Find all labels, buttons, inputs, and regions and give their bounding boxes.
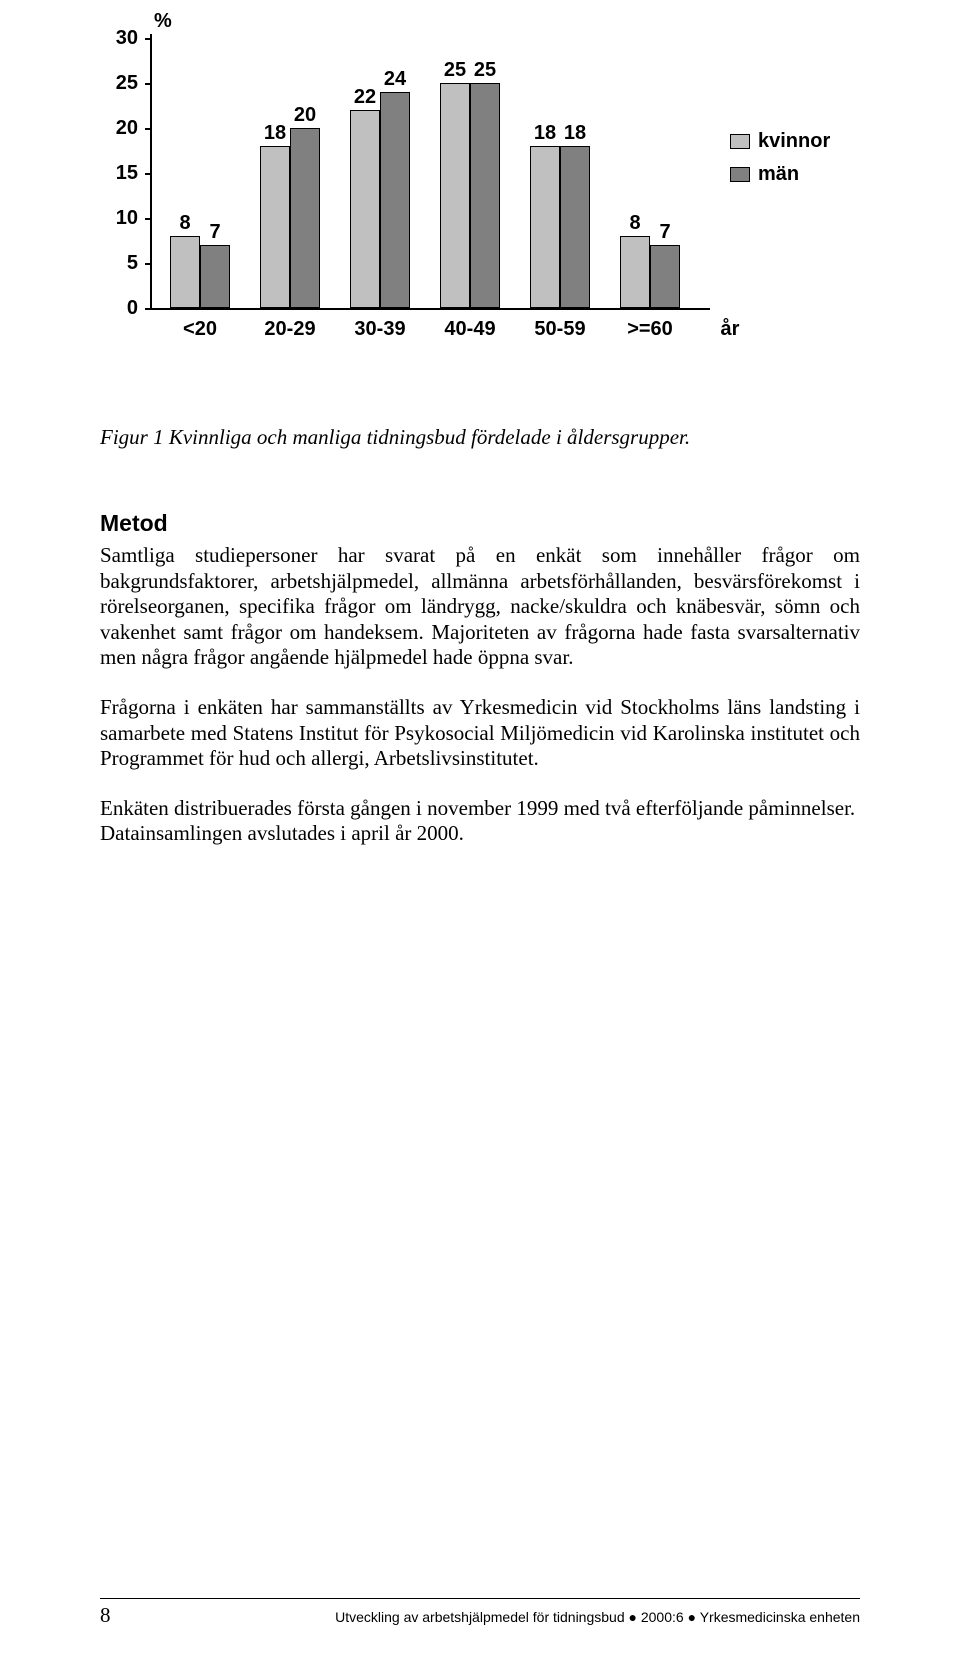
paragraph-1: Samtliga studiepersoner har svarat på en… [100, 543, 860, 671]
y-tick-mark [145, 308, 152, 310]
y-tick-mark [145, 83, 152, 85]
bar-value-label: 7 [648, 221, 682, 244]
bar-value-label: 20 [288, 104, 322, 127]
x-tick-label: 50-59 [520, 318, 600, 341]
bar-chart: % 051015202530 87182022242525181887 <202… [100, 10, 860, 370]
y-tick-label: 10 [108, 207, 138, 230]
paragraph-2: Frågorna i enkäten har sammanställts av … [100, 695, 860, 772]
bar-value-label: 7 [198, 221, 232, 244]
bar-value-label: 18 [258, 122, 292, 145]
page-footer: 8 Utveckling av arbetshjälpmedel för tid… [100, 1598, 860, 1628]
x-tick-label: 30-39 [340, 318, 420, 341]
bar [290, 128, 320, 308]
chart-legend: kvinnor män [730, 130, 830, 196]
bar [440, 83, 470, 308]
legend-swatch-man [730, 167, 750, 182]
bar-value-label: 24 [378, 68, 412, 91]
bar [650, 245, 680, 308]
bar-value-label: 22 [348, 86, 382, 109]
bar [530, 146, 560, 308]
y-axis-unit: % [154, 10, 172, 33]
bar-value-label: 25 [438, 59, 472, 82]
x-tick-label: 20-29 [250, 318, 330, 341]
y-tick-mark [145, 38, 152, 40]
y-tick-mark [145, 173, 152, 175]
x-tick-label: >=60 [610, 318, 690, 341]
page-number: 8 [100, 1603, 111, 1628]
bar [200, 245, 230, 308]
y-tick-mark [145, 218, 152, 220]
legend-item-man: män [730, 163, 830, 186]
footer-divider [100, 1598, 860, 1599]
bar [560, 146, 590, 308]
figure-caption: Figur 1 Kvinnliga och manliga tidningsbu… [100, 425, 860, 450]
paragraph-3: Enkäten distribuerades första gången i n… [100, 796, 860, 847]
y-tick-label: 25 [108, 72, 138, 95]
legend-label-kvinnor: kvinnor [758, 130, 830, 153]
legend-label-man: män [758, 163, 799, 186]
bar-value-label: 25 [468, 59, 502, 82]
y-tick-label: 20 [108, 117, 138, 140]
bar-value-label: 8 [168, 212, 202, 235]
legend-item-kvinnor: kvinnor [730, 130, 830, 153]
y-tick-label: 15 [108, 162, 138, 185]
x-tick-label: 40-49 [430, 318, 510, 341]
bar [380, 92, 410, 308]
bar-value-label: 8 [618, 212, 652, 235]
bar [470, 83, 500, 308]
footer-text: Utveckling av arbetshjälpmedel för tidni… [335, 1609, 860, 1625]
bar [350, 110, 380, 308]
bar-value-label: 18 [558, 122, 592, 145]
bar [620, 236, 650, 308]
y-tick-label: 30 [108, 27, 138, 50]
x-tick-label: <20 [160, 318, 240, 341]
y-tick-label: 0 [108, 297, 138, 320]
y-tick-mark [145, 263, 152, 265]
bar [170, 236, 200, 308]
bar-value-label: 18 [528, 122, 562, 145]
legend-swatch-kvinnor [730, 134, 750, 149]
y-tick-mark [145, 128, 152, 130]
x-axis-line [150, 308, 710, 310]
bar [260, 146, 290, 308]
y-tick-label: 5 [108, 252, 138, 275]
section-heading-metod: Metod [100, 510, 860, 537]
y-axis-line [150, 34, 152, 310]
x-axis-unit: år [710, 318, 750, 341]
